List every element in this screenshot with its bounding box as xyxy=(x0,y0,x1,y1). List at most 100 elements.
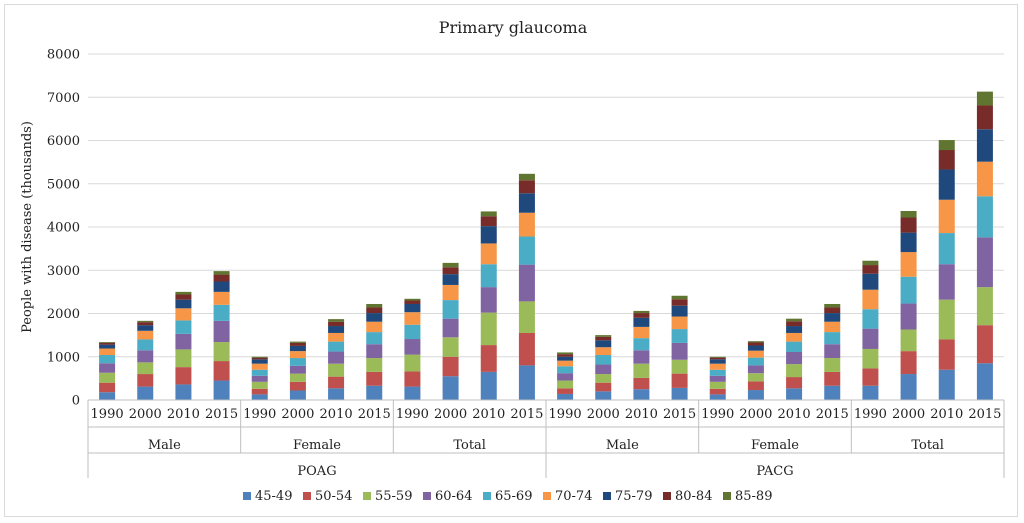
y-tick-label: 5000 xyxy=(47,177,80,192)
legend-label: 60-64 xyxy=(435,489,472,504)
bar-segment-45-49 xyxy=(366,385,383,400)
legend-item: 45-49 xyxy=(243,489,292,504)
bar-segment-70-74 xyxy=(366,321,383,333)
bar-segment-80-84 xyxy=(137,322,154,326)
bar-segment-50-54 xyxy=(862,368,879,386)
x-tick-label: 2000 xyxy=(434,407,467,422)
bar-segment-55-59 xyxy=(328,363,345,377)
legend-item: 85-89 xyxy=(723,489,772,504)
stacked-bar xyxy=(709,356,726,400)
bar-segment-60-64 xyxy=(938,264,955,300)
chart-frame xyxy=(4,4,1018,517)
bar-segment-55-59 xyxy=(786,364,803,378)
bar-segment-55-59 xyxy=(137,362,154,375)
legend-swatch xyxy=(423,492,431,500)
x-axis: 1990 2000 2010 2015 1990 2000 2010 2015 1990 2000… xyxy=(87,399,1005,479)
stacked-bar xyxy=(633,310,650,400)
bar-segment-65-69 xyxy=(862,309,879,329)
bar-segment-50-54 xyxy=(824,371,841,386)
bar-segment-75-79 xyxy=(976,129,993,162)
bar-segment-60-64 xyxy=(137,350,154,363)
x-tick-label: 2000 xyxy=(892,407,925,422)
bar-segment-50-54 xyxy=(557,388,574,394)
bar-segment-60-64 xyxy=(747,365,764,374)
x-tick-label: 2000 xyxy=(129,407,162,422)
bar-segment-60-64 xyxy=(404,339,421,355)
subgroup-label: Female xyxy=(751,438,799,453)
legend-label: 45-49 xyxy=(255,489,292,504)
bar-segment-65-69 xyxy=(595,355,612,365)
bar-segment-60-64 xyxy=(175,333,192,350)
bar-segment-55-59 xyxy=(99,372,116,383)
legend-swatch xyxy=(243,492,251,500)
bar-segment-65-69 xyxy=(289,358,306,366)
bar-segment-85-89 xyxy=(633,310,650,314)
bar-segment-85-89 xyxy=(175,291,192,295)
y-tick-label: 2000 xyxy=(47,307,80,322)
legend-item: 65-69 xyxy=(483,489,532,504)
bars xyxy=(99,91,993,400)
bar-segment-45-49 xyxy=(976,363,993,400)
bar-segment-75-79 xyxy=(518,193,535,213)
legend-label: 70-74 xyxy=(555,489,592,504)
bar-segment-75-79 xyxy=(595,340,612,348)
bar-segment-75-79 xyxy=(938,169,955,200)
bar-segment-80-84 xyxy=(99,342,116,345)
bar-segment-70-74 xyxy=(404,312,421,325)
bar-segment-70-74 xyxy=(595,347,612,356)
legend-item: 75-79 xyxy=(603,489,652,504)
bar-segment-70-74 xyxy=(671,316,688,330)
bar-segment-70-74 xyxy=(518,212,535,237)
bar-segment-75-79 xyxy=(289,345,306,352)
bar-segment-55-59 xyxy=(442,337,459,357)
x-tick-label: 2010 xyxy=(930,407,963,422)
x-tick-label: 2015 xyxy=(968,407,1001,422)
bar-segment-45-49 xyxy=(900,374,917,400)
legend-label: 55-59 xyxy=(375,489,412,504)
bar-segment-85-89 xyxy=(251,356,268,358)
bar-segment-85-89 xyxy=(671,295,688,300)
bar-segment-80-84 xyxy=(366,307,383,314)
legend-swatch xyxy=(663,492,671,500)
bar-segment-75-79 xyxy=(213,281,230,292)
bar-segment-55-59 xyxy=(213,342,230,362)
stacked-bar xyxy=(938,140,955,400)
x-tick-label: 1990 xyxy=(243,407,276,422)
bar-segment-80-84 xyxy=(709,357,726,360)
legend-item: 50-54 xyxy=(303,489,352,504)
bar-segment-50-54 xyxy=(671,373,688,388)
chart-title: Primary glaucoma xyxy=(439,18,588,37)
y-tick-label: 0 xyxy=(72,394,80,409)
bar-segment-65-69 xyxy=(976,196,993,238)
bar-segment-70-74 xyxy=(557,360,574,367)
bar-segment-45-49 xyxy=(175,384,192,400)
stacked-bar xyxy=(747,341,764,400)
bar-segment-55-59 xyxy=(251,381,268,389)
bar-segment-85-89 xyxy=(442,262,459,268)
bar-segment-85-89 xyxy=(289,341,306,343)
legend-swatch xyxy=(723,492,731,500)
bar-segment-45-49 xyxy=(289,390,306,400)
bar-segment-50-54 xyxy=(518,332,535,366)
bar-segment-85-89 xyxy=(786,318,803,322)
legend-label: 75-79 xyxy=(615,489,652,504)
stacked-bar xyxy=(480,211,497,400)
stacked-bar xyxy=(671,295,688,400)
bar-segment-85-89 xyxy=(137,320,154,323)
x-tick-label: 2010 xyxy=(625,407,658,422)
x-tick-label: 2010 xyxy=(320,407,353,422)
bar-segment-65-69 xyxy=(824,332,841,345)
bar-segment-75-79 xyxy=(900,232,917,253)
bar-segment-80-84 xyxy=(328,321,345,327)
bar-segment-60-64 xyxy=(366,344,383,359)
bar-segment-45-49 xyxy=(518,365,535,400)
bar-segment-85-89 xyxy=(99,342,116,343)
stacked-bar xyxy=(328,319,345,400)
stacked-bar xyxy=(976,91,993,400)
bar-segment-45-49 xyxy=(938,369,955,400)
x-tick-label: 1990 xyxy=(396,407,429,422)
bar-segment-45-49 xyxy=(862,385,879,400)
x-tick-label: 2015 xyxy=(358,407,391,422)
bar-segment-65-69 xyxy=(480,264,497,288)
